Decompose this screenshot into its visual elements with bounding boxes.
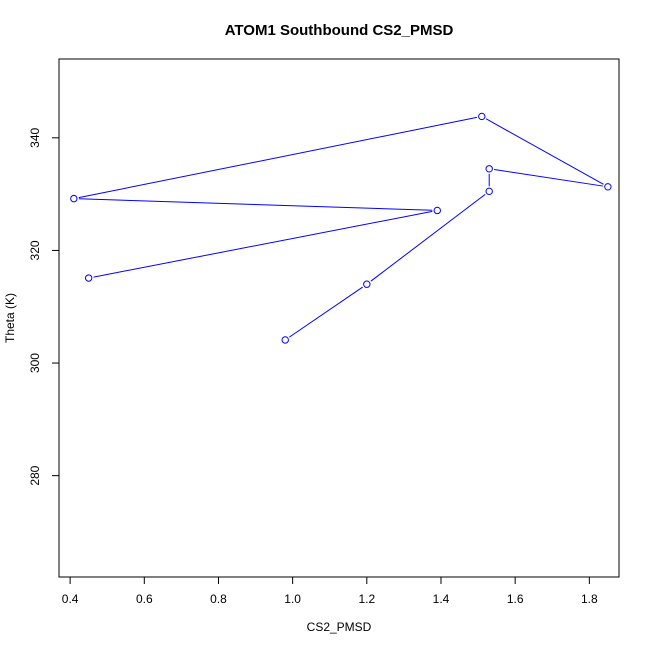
x-tick-label: 1.2: [358, 592, 375, 606]
plot-area: [58, 58, 620, 578]
x-tick-label: 1.4: [433, 592, 450, 606]
y-axis: 280 300 320 340: [28, 127, 60, 486]
data-point: [485, 165, 493, 173]
x-axis: 0.4 0.6 0.8 1.0 1.2 1.4 1.6 1.8: [62, 576, 598, 606]
series-line-segment: [93, 210, 433, 278]
series-line-segment: [289, 286, 363, 338]
data-point: [363, 280, 371, 288]
data-point: [478, 112, 486, 121]
series-line-segment: [78, 198, 433, 211]
x-tick-label: 1.0: [284, 592, 301, 606]
data-point: [70, 194, 78, 203]
y-tick-label: 320: [28, 240, 42, 260]
data-point: [485, 187, 493, 196]
y-tick-label: 280: [28, 465, 42, 485]
y-tick-label: 300: [28, 353, 42, 373]
x-tick-label: 1.6: [507, 592, 524, 606]
series-line-segment: [370, 193, 486, 282]
x-tick-label: 0.4: [62, 592, 79, 606]
data-point: [604, 183, 612, 191]
data-point: [281, 336, 289, 344]
y-tick-label: 340: [28, 127, 42, 147]
data-point: [84, 274, 93, 282]
y-axis-label: Theta (K): [3, 293, 17, 343]
series-layer: [70, 112, 612, 344]
x-tick-label: 0.8: [210, 592, 227, 606]
chart-title: ATOM1 Southbound CS2_PMSD: [225, 22, 454, 39]
x-axis-label: CS2_PMSD: [307, 620, 372, 634]
x-tick-label: 1.8: [581, 592, 598, 606]
series-line-segment: [494, 169, 604, 187]
series-line-segment: [485, 118, 604, 185]
series-line-segment: [78, 116, 477, 199]
x-tick-label: 0.6: [136, 592, 153, 606]
data-point: [433, 206, 441, 215]
